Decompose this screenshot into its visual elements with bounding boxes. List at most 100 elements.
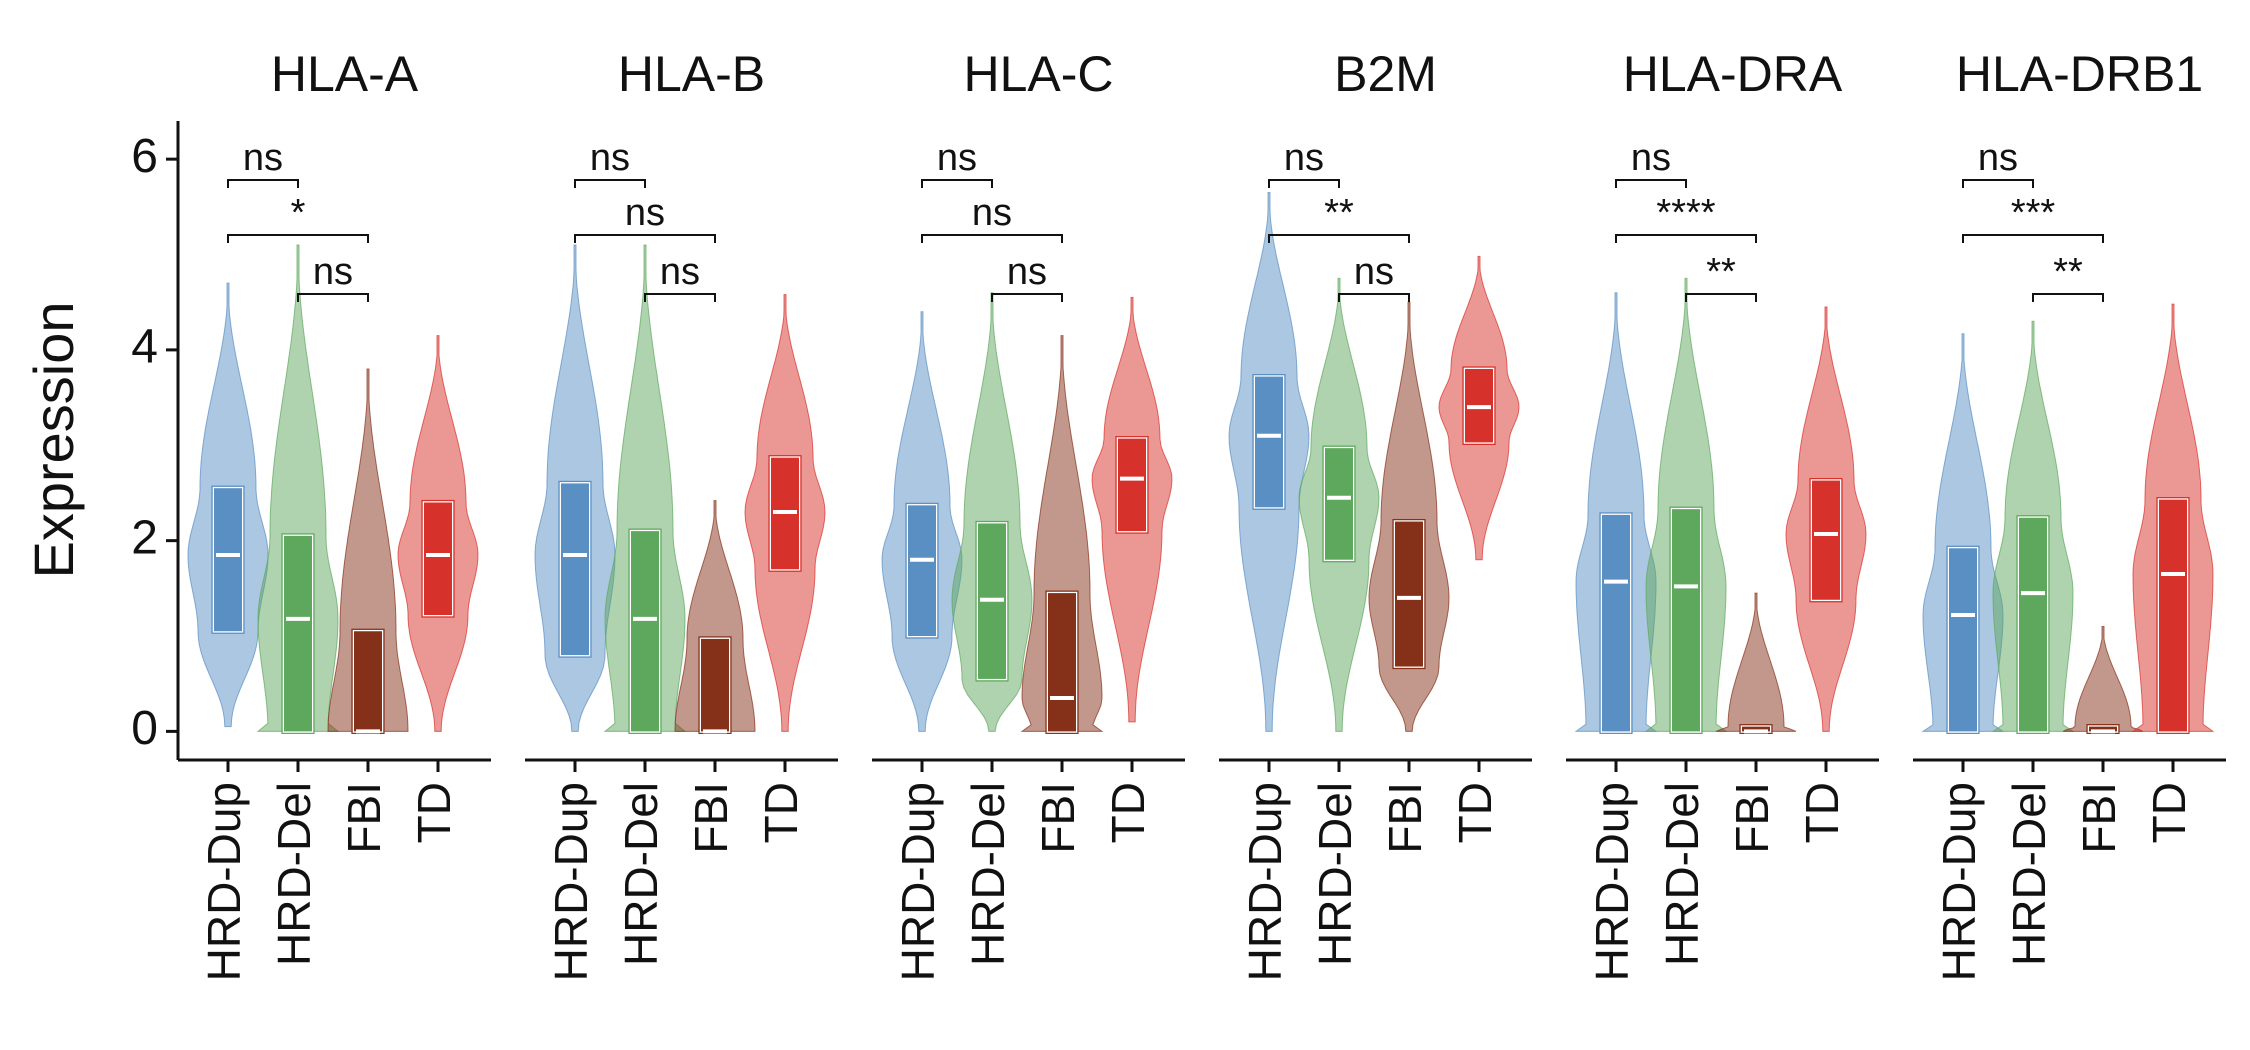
significance-label: ns: [1284, 137, 1324, 179]
significance-label: *: [291, 192, 306, 234]
box-outline: [905, 502, 939, 639]
violin: [1020, 335, 1104, 732]
significance-label: ****: [1656, 192, 1715, 234]
x-tick-label: HRD-Del: [1309, 782, 1361, 966]
x-tick-label: TD: [408, 782, 460, 843]
x-tick-label: HRD-Del: [2003, 782, 2055, 966]
significance-bracket: [297, 293, 369, 302]
box: [1116, 437, 1148, 533]
x-tick-label: HRD-Del: [615, 782, 667, 966]
significance-bracket: [2032, 293, 2104, 302]
significance-label: ns: [937, 137, 977, 179]
x-tick-label: TD: [755, 782, 807, 843]
box: [559, 482, 591, 657]
violin: [1368, 301, 1450, 732]
box-outline: [1115, 435, 1149, 534]
violin: [2062, 626, 2144, 732]
significance-bracket: [1962, 179, 2034, 188]
x-tick-label: HRD-Del: [1656, 782, 1708, 966]
box: [212, 486, 244, 633]
significance-bracket: [1685, 293, 1757, 302]
x-tick-label: HRD-Dup: [545, 782, 597, 981]
y-tick-label: 0: [131, 702, 158, 755]
box-outline: [975, 520, 1009, 682]
significance-label: ns: [313, 251, 353, 293]
x-tick-label: FBI: [338, 782, 390, 854]
box-outline: [281, 533, 315, 734]
box: [629, 529, 661, 733]
box-outline: [211, 485, 245, 634]
significance-label: ns: [1007, 251, 1047, 293]
significance-bracket: [1268, 234, 1410, 243]
violin: [951, 292, 1033, 732]
x-tick-label: HRD-Dup: [1239, 782, 1291, 981]
significance-label: **: [1706, 251, 1736, 293]
y-tick-label: 4: [131, 321, 158, 374]
x-tick-label: TD: [1796, 782, 1848, 843]
significance-bracket: [644, 293, 716, 302]
panel-title: HLA-DRA: [1623, 46, 1843, 102]
x-tick-label: FBI: [685, 782, 737, 854]
significance-label: ns: [243, 137, 283, 179]
significance-label: ***: [2011, 192, 2056, 234]
box-outline: [1045, 590, 1079, 734]
box: [906, 504, 938, 638]
x-tick-label: HRD-Del: [962, 782, 1014, 966]
significance-label: **: [1324, 192, 1354, 234]
x-tick-label: FBI: [1379, 782, 1431, 854]
box-outline: [1252, 374, 1286, 510]
box-outline: [768, 455, 802, 572]
violin: [327, 368, 409, 732]
box: [1393, 520, 1425, 668]
box-outline: [1462, 366, 1496, 446]
box-outline: [2016, 515, 2050, 734]
panel-title: B2M: [1334, 46, 1437, 102]
significance-bracket: [921, 179, 993, 188]
box: [2157, 498, 2189, 733]
x-tick-label: HRD-Dup: [1586, 782, 1638, 981]
significance-label: ns: [625, 192, 665, 234]
box-outline: [1946, 545, 1980, 734]
panel-title: HLA-A: [271, 46, 419, 102]
box-outline: [628, 528, 662, 734]
x-tick-label: HRD-Dup: [1933, 782, 1985, 981]
x-tick-label: TD: [1102, 782, 1154, 843]
significance-label: ns: [1631, 137, 1671, 179]
box-outline: [558, 480, 592, 658]
panel-title: HLA-DRB1: [1956, 46, 2203, 102]
box: [1947, 547, 1979, 733]
box: [2017, 516, 2049, 733]
significance-bracket: [921, 234, 1063, 243]
box-outline: [1599, 512, 1633, 734]
x-tick-label: FBI: [1726, 782, 1778, 854]
significance-bracket: [1268, 179, 1340, 188]
box-outline: [1392, 518, 1426, 670]
significance-bracket: [574, 234, 716, 243]
y-axis-label: Expression: [22, 301, 85, 578]
panel-title: HLA-C: [963, 46, 1113, 102]
significance-bracket: [227, 234, 369, 243]
significance-bracket: [1615, 179, 1687, 188]
significance-label: **: [2053, 251, 2083, 293]
x-tick-label: TD: [1449, 782, 1501, 843]
significance-label: ns: [1354, 251, 1394, 293]
violin: [603, 244, 687, 732]
violin: [674, 500, 756, 732]
x-tick-label: HRD-Dup: [198, 782, 250, 981]
box-outline: [2156, 497, 2190, 734]
box: [1600, 513, 1632, 733]
x-tick-label: FBI: [2073, 782, 2125, 854]
box: [422, 501, 454, 617]
violin: [1644, 277, 1728, 732]
box-outline: [1809, 477, 1843, 603]
box: [1810, 479, 1842, 602]
significance-bracket: [574, 179, 646, 188]
significance-label: ns: [1978, 137, 2018, 179]
significance-label: ns: [972, 192, 1012, 234]
box: [282, 534, 314, 733]
panel-title: HLA-B: [618, 46, 765, 102]
y-tick-label: 6: [131, 130, 158, 183]
y-tick-label: 2: [131, 511, 158, 564]
box: [699, 637, 731, 733]
